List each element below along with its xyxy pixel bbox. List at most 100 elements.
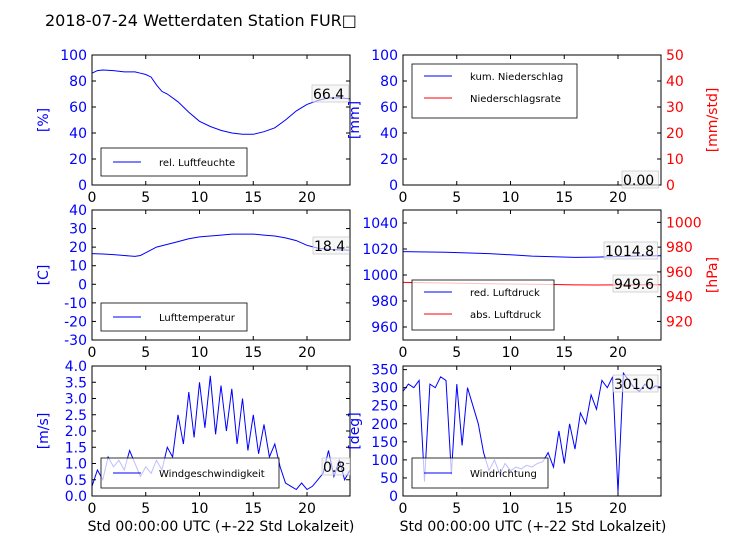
- last-value-box: [621, 170, 659, 189]
- y-tick-label: 1020: [362, 242, 398, 258]
- y-tick-label: 4.0: [65, 359, 87, 375]
- y-right-tick-label: 10: [666, 152, 684, 168]
- x-tick-label: 5: [452, 345, 461, 361]
- y-tick-label: 960: [371, 320, 398, 336]
- legend-label: Lufttemperatur: [159, 313, 236, 324]
- panel-pressure: 0 5 10 15 20 960 980 1000 1020 1040 920 940 960 980 10…: [362, 209, 721, 361]
- y-tick-label: 0.5: [65, 473, 87, 489]
- panel-humidity: 0 5 10 15 20 0 20 40 60 80 100 [%] rel. Luftfeuchte 6…: [36, 48, 351, 206]
- last-value-box: [603, 241, 658, 260]
- plot-frame-wind_direction: [402, 365, 662, 497]
- y-tick-label: 2.0: [65, 424, 87, 440]
- y-right-tick-label: 20: [666, 126, 684, 142]
- x-tick-label: 15: [244, 190, 262, 206]
- series-line-humidity-0: [92, 69, 350, 135]
- legend-label: red. Luftdruck: [470, 288, 540, 299]
- y-tick-label: 100: [371, 48, 398, 64]
- y-right-tick-label: 980: [666, 240, 693, 256]
- y-tick-label: 3.0: [65, 392, 87, 408]
- chart-title: 2018-07-24 Wetterdaten Station FUR□: [45, 11, 357, 30]
- x-tick-label: 15: [244, 501, 262, 517]
- x-tick-label: 10: [502, 190, 520, 206]
- y-tick-label: 1.0: [65, 457, 87, 473]
- plot-frame-humidity: [91, 54, 351, 186]
- x-tick-label: 20: [609, 190, 627, 206]
- y-tick-label: 30: [69, 222, 87, 238]
- y-tick-label: 200: [371, 417, 398, 433]
- last-value-label: 301.0: [614, 377, 654, 393]
- y-tick-label: 350: [371, 363, 398, 379]
- y-axis-label: [deg]: [347, 412, 363, 449]
- y-tick-label: 300: [371, 381, 398, 397]
- x-tick-label: 15: [555, 345, 573, 361]
- y-tick-label: 80: [69, 74, 87, 90]
- panel-precipitation: 0 5 10 15 20 0 20 40 60 80 100 0 10 20 30 40 50 [mm] [mm/s…: [347, 48, 721, 206]
- x-tick-label: 10: [191, 345, 209, 361]
- last-value-label: 0.00: [623, 173, 654, 189]
- legend-label: kum. Niederschlag: [470, 72, 563, 83]
- x-tick-label: 5: [452, 501, 461, 517]
- last-value-label: 66.4: [313, 87, 344, 103]
- y-right-tick-label: 1000: [666, 215, 702, 231]
- y-tick-label: 60: [69, 100, 87, 116]
- y-tick-label: 3.5: [65, 375, 87, 391]
- y-right-tick-label: 960: [666, 265, 693, 281]
- plot-frame-temperature: [91, 209, 351, 341]
- last-value-label: 949.6: [614, 277, 654, 293]
- x-tick-label: 10: [191, 190, 209, 206]
- y-tick-label: 2.5: [65, 408, 87, 424]
- y-tick-label: 10: [69, 259, 87, 275]
- y-right-tick-label: 920: [666, 314, 693, 330]
- x-axis-label-right: Std 00:00:00 UTC (+-22 Std Lokalzeit): [400, 519, 667, 535]
- legend-label: Windgeschwindigkeit: [159, 469, 265, 480]
- y-tick-label: 40: [380, 126, 398, 142]
- y-tick-label: 1.5: [65, 440, 87, 456]
- y-right-tick-label: 940: [666, 290, 693, 306]
- x-tick-label: 15: [244, 345, 262, 361]
- y-axis-label: [%]: [36, 108, 52, 132]
- x-tick-label: 0: [399, 345, 408, 361]
- y-tick-label: 20: [380, 152, 398, 168]
- x-tick-label: 10: [502, 501, 520, 517]
- x-tick-label: 10: [502, 345, 520, 361]
- last-value-box: [321, 457, 351, 476]
- y-tick-label: 980: [371, 294, 398, 310]
- x-axis-label-left: Std 00:00:00 UTC (+-22 Std Lokalzeit): [88, 519, 355, 535]
- x-tick-label: 20: [298, 190, 316, 206]
- y-tick-label: 150: [371, 435, 398, 451]
- x-tick-label: 20: [609, 345, 627, 361]
- y-right-tick-label: 50: [666, 48, 684, 64]
- y-tick-label: 60: [380, 100, 398, 116]
- y-right-axis-label: [mm/std]: [705, 88, 721, 153]
- series-line-temperature-0: [92, 233, 350, 257]
- y-right-tick-label: 0: [666, 178, 675, 194]
- x-tick-label: 15: [555, 190, 573, 206]
- last-value-box: [612, 374, 659, 393]
- x-tick-label: 20: [298, 501, 316, 517]
- last-value-label: 1014.8: [605, 244, 654, 260]
- y-tick-label: 20: [69, 152, 87, 168]
- x-tick-label: 0: [88, 190, 97, 206]
- y-tick-label: 0: [389, 178, 398, 194]
- last-value-box: [612, 274, 659, 293]
- x-tick-label: 0: [399, 501, 408, 517]
- y-axis-label: [C]: [36, 265, 52, 286]
- y-tick-label: 80: [380, 74, 398, 90]
- panel-wind_speed: 0 5 10 15 20 0.00.51.01.52.02.53.03.54.0 [m/s]…: [36, 359, 351, 517]
- y-axis-label: [m/s]: [36, 413, 52, 450]
- plot-frame-precipitation: [402, 54, 662, 186]
- x-tick-label: 0: [399, 190, 408, 206]
- y-tick-label: 20: [69, 240, 87, 256]
- y-tick-label: 40: [69, 126, 87, 142]
- y-tick-label: 1040: [362, 216, 398, 232]
- y-tick-label: 250: [371, 399, 398, 415]
- x-tick-label: 15: [555, 501, 573, 517]
- x-tick-label: 10: [191, 501, 209, 517]
- y-right-axis-label: [hPa]: [705, 257, 721, 293]
- legend-label: abs. Luftdruck: [470, 310, 541, 321]
- last-value-label: 0.8: [323, 460, 345, 476]
- y-tick-label: 0.0: [65, 489, 87, 505]
- y-tick-label: 50: [380, 471, 398, 487]
